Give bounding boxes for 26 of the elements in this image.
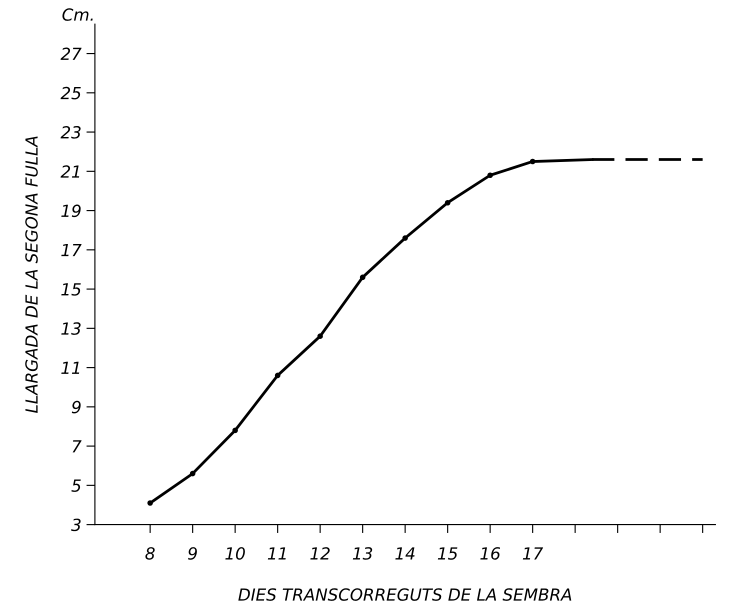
y-tick-label: 23 [60,126,81,139]
y-tick-label: 17 [61,244,82,256]
x-tick-label: 13 [352,547,372,560]
y-tick-label: 9 [72,400,81,414]
y-tick-label: 19 [61,204,81,218]
y-tick-label: 27 [60,48,82,60]
x-axis-title: DIES TRANSCORREGUTS DE LA SEMBRA [238,588,572,601]
x-tick-label: 8 [145,547,155,560]
x-tick-label: 15 [438,547,458,560]
x-tick-label: 9 [188,547,197,560]
x-tick-label: 17 [522,547,544,560]
x-tick-label: 16 [480,547,500,560]
y-tick-label: 3 [71,518,81,532]
text: Cm. [62,8,93,21]
y-tick-label: 5 [71,480,81,492]
y-tick-label: 21 [60,165,80,178]
x-tick-label: 10 [225,547,245,560]
x-tick-label: 14 [395,547,415,560]
y-tick-label: 15 [61,283,81,296]
x-tick-label: 11 [268,547,286,560]
x-tick-label: 12 [310,547,330,560]
y-tick-label: 11 [61,362,80,374]
y-tick-label: 13 [61,322,81,335]
y-tick-label: 7 [72,440,82,452]
y-tick-label: 25 [60,86,81,100]
y-axis-title: LLARGADA DE LA SEGONA FULLA [25,136,38,413]
